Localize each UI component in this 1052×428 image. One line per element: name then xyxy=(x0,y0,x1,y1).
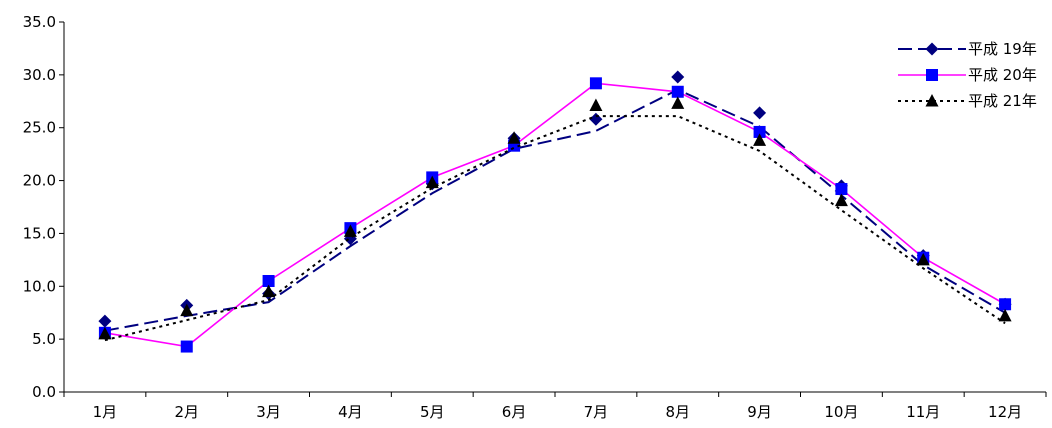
data-point xyxy=(589,98,603,112)
y-tick-label: 5.0 xyxy=(32,330,56,348)
legend-item: 平成 21年 xyxy=(898,92,1037,110)
data-point xyxy=(671,70,685,84)
legend-marker xyxy=(925,94,939,107)
data-point xyxy=(98,326,112,340)
x-tick-label: 8月 xyxy=(665,403,690,421)
x-tick-label: 5月 xyxy=(420,403,445,421)
x-tick-label: 4月 xyxy=(338,403,363,421)
data-point xyxy=(753,133,767,146)
data-point xyxy=(671,85,684,98)
y-tick-label: 30.0 xyxy=(23,66,56,84)
data-point xyxy=(835,183,848,196)
x-tick-labels: 1月 2月 3月 4月 5月 6月 7月 8月 9月 10月 11月 12月 xyxy=(93,403,1022,421)
y-tick-labels: 0.0 5.0 10.0 15.0 20.0 25.0 30.0 35.0 xyxy=(23,13,56,401)
legend-item: 平成 19年 xyxy=(898,40,1037,58)
legend-marker xyxy=(925,42,939,56)
x-tick-label: 6月 xyxy=(502,403,527,421)
x-tick-label: 10月 xyxy=(824,403,858,421)
x-tick-label: 1月 xyxy=(93,403,118,421)
legend-label: 平成 20年 xyxy=(968,66,1037,84)
series-layer xyxy=(98,70,1012,353)
series-line xyxy=(104,115,1006,342)
legend-label: 平成 19年 xyxy=(968,40,1037,58)
data-point xyxy=(916,252,930,266)
legend-item: 平成 20年 xyxy=(898,66,1037,84)
x-tick-label: 9月 xyxy=(747,403,772,421)
series-line xyxy=(104,88,1006,332)
data-point xyxy=(262,284,276,298)
legend-label: 平成 21年 xyxy=(968,92,1037,110)
series-1 xyxy=(98,70,1012,332)
y-tick-label: 10.0 xyxy=(23,277,56,295)
y-tick-label: 35.0 xyxy=(23,13,56,31)
data-point xyxy=(425,175,439,189)
data-point xyxy=(343,224,357,237)
data-point xyxy=(180,340,193,353)
series-3 xyxy=(98,96,1012,342)
data-point xyxy=(262,275,275,287)
x-tick-label: 2月 xyxy=(174,403,199,421)
y-tick-label: 15.0 xyxy=(23,224,56,242)
data-point xyxy=(180,303,194,317)
data-point xyxy=(98,314,112,328)
y-tick-label: 25.0 xyxy=(23,119,56,137)
data-point xyxy=(834,193,848,207)
x-tick-label: 11月 xyxy=(906,403,940,421)
legend-marker xyxy=(926,69,938,81)
data-point xyxy=(998,308,1012,322)
data-point xyxy=(589,112,603,126)
x-tick-label: 3月 xyxy=(256,403,281,421)
data-point xyxy=(999,298,1012,311)
series-line xyxy=(104,82,1006,348)
axes xyxy=(59,21,1047,397)
data-point xyxy=(753,106,767,120)
series-2 xyxy=(98,77,1012,353)
x-tick-label: 12月 xyxy=(988,403,1022,421)
data-point xyxy=(507,131,521,144)
y-tick-label: 20.0 xyxy=(23,172,56,190)
y-tick-label: 0.0 xyxy=(32,383,56,401)
data-point xyxy=(589,77,602,90)
x-tick-label: 7月 xyxy=(584,403,609,421)
data-point xyxy=(753,125,766,138)
data-point xyxy=(671,96,685,109)
